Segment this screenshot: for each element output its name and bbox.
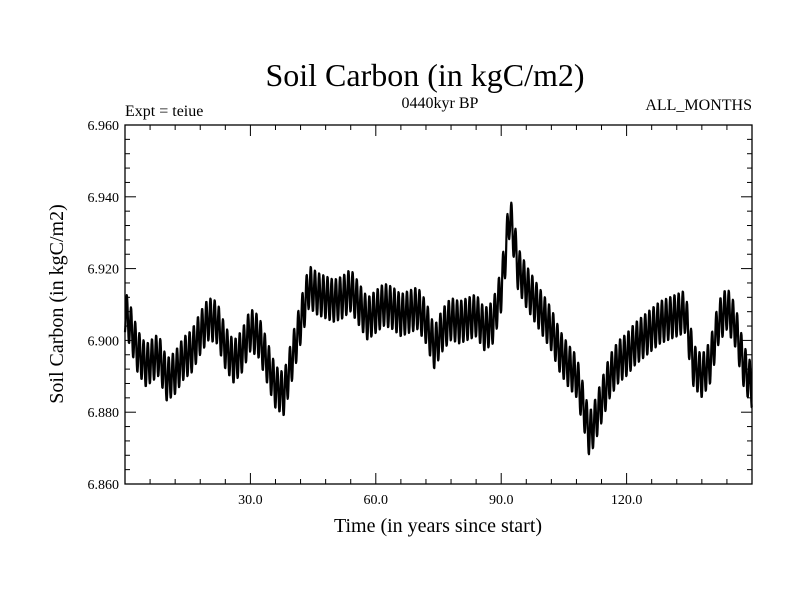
x-tick-label: 120.0	[611, 493, 643, 508]
x-tick-label: 90.0	[489, 493, 514, 508]
y-tick-label: 6.960	[88, 119, 120, 134]
y-axis-label: Soil Carbon (in kgC/m2)	[46, 204, 68, 403]
x-tick-label: 60.0	[364, 493, 389, 508]
x-axis-label: Time (in years since start)	[334, 515, 542, 537]
y-tick-label: 6.940	[88, 191, 120, 206]
soil-carbon-series-line	[123, 201, 753, 456]
subtitle-left: Expt = teiue	[125, 103, 203, 120]
plot-frame	[124, 124, 753, 485]
y-tick-label: 6.920	[88, 263, 120, 278]
y-tick-label: 6.880	[88, 406, 120, 421]
x-axis-ticks: 30.0 60.0 90.0 120.0	[149, 125, 728, 508]
subtitle-center: 0440kyr BP	[402, 95, 479, 112]
subtitle-right: ALL_MONTHS	[645, 97, 752, 114]
chart-title: Soil Carbon (in kgC/m2)	[265, 57, 584, 93]
y-tick-label: 6.860	[88, 478, 120, 493]
y-tick-label: 6.900	[88, 334, 120, 349]
x-tick-label: 30.0	[238, 493, 263, 508]
